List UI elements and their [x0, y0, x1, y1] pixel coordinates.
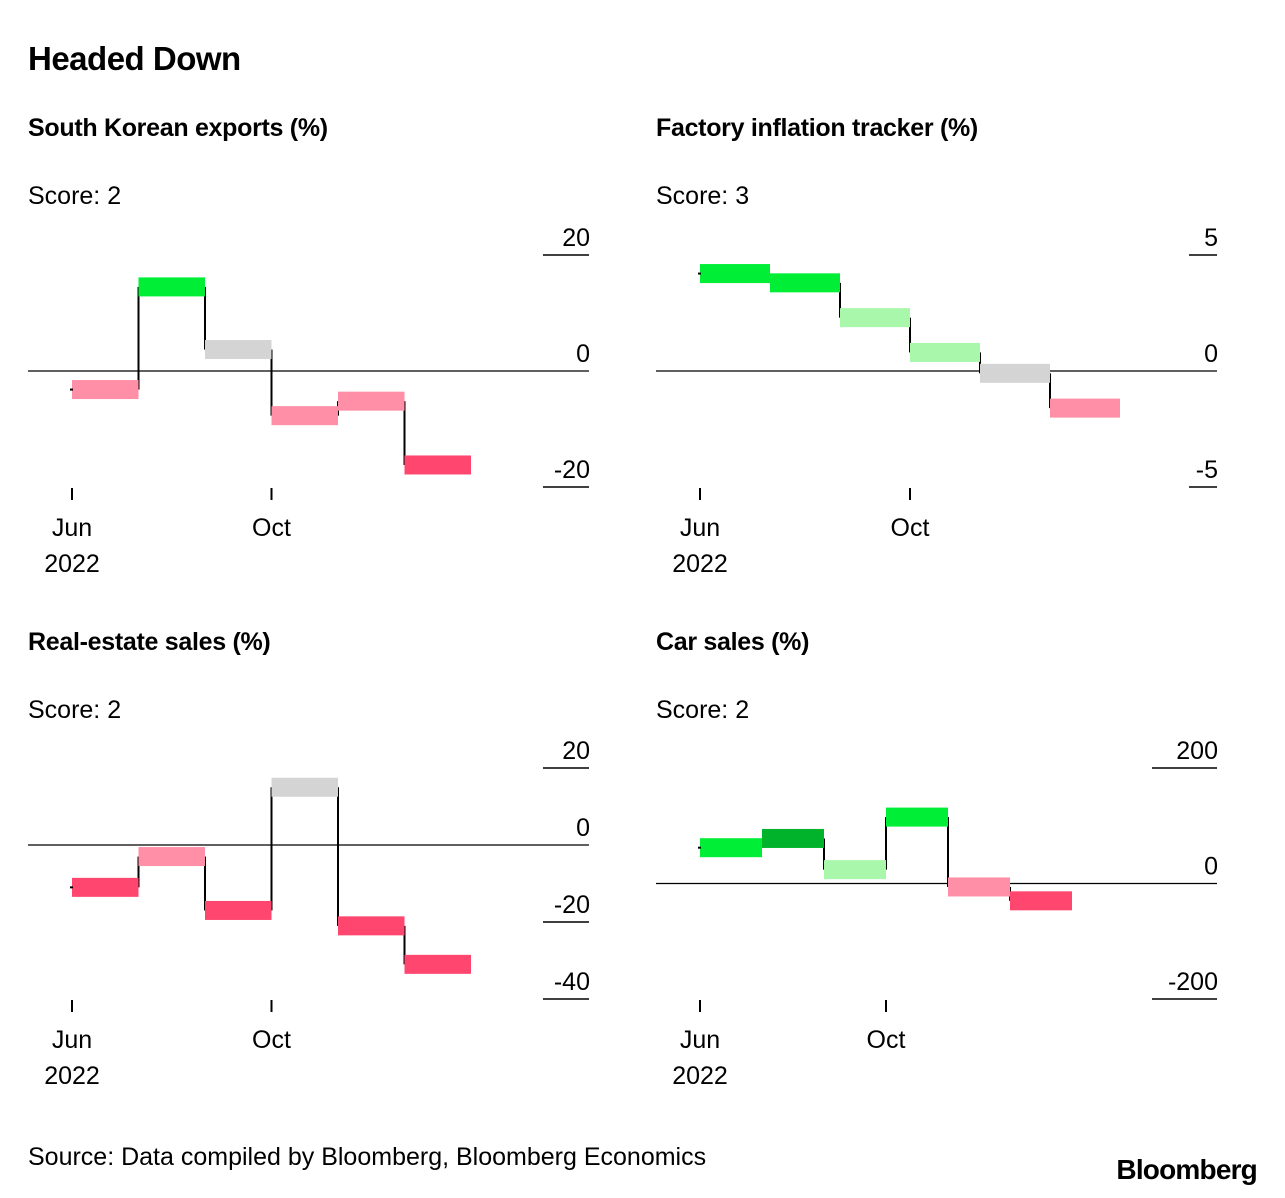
- y-tick-label: 20: [562, 224, 590, 252]
- step-bar: [1010, 891, 1072, 911]
- y-tick-label: 0: [576, 340, 590, 368]
- x-tick-year-label: 2022: [44, 1062, 100, 1090]
- step-bar: [700, 838, 762, 858]
- x-tick-year-label: 2022: [672, 1062, 728, 1090]
- y-tick-label: 5: [1204, 224, 1218, 252]
- x-tick-label: Oct: [891, 514, 930, 542]
- step-bar: [338, 916, 405, 936]
- step-bar: [700, 264, 770, 284]
- x-tick-label: Jun: [680, 1026, 720, 1054]
- step-bar: [886, 807, 948, 827]
- chart-real-estate: 20 0 -20 -40 Jun 2022 Oct: [28, 737, 590, 1090]
- x-tick-year-label: 2022: [672, 550, 728, 578]
- step-bar: [762, 828, 824, 848]
- chart-factory-inflation: 5 0 -5 Jun 2022 Oct: [656, 224, 1218, 578]
- panel-title-exports: South Korean exports (%): [28, 114, 328, 142]
- x-tick-label: Jun: [52, 1026, 92, 1054]
- step-bar: [980, 363, 1050, 383]
- step-bar: [824, 860, 886, 880]
- panel-title-car-sales: Car sales (%): [656, 628, 810, 656]
- source-note: Source: Data compiled by Bloomberg, Bloo…: [28, 1143, 707, 1171]
- panel-title-real-estate: Real-estate sales (%): [28, 628, 271, 656]
- step-bar: [138, 277, 205, 297]
- step-bar: [271, 777, 338, 797]
- step-bar: [271, 406, 338, 426]
- chart-title: Headed Down: [28, 40, 241, 77]
- x-tick-label: Jun: [52, 514, 92, 542]
- y-tick-label: -200: [1168, 968, 1218, 996]
- step-bar: [138, 847, 205, 867]
- step-bar: [338, 391, 405, 411]
- y-tick-label: -20: [554, 891, 590, 919]
- panel-score-factory-inflation: Score: 3: [656, 182, 750, 210]
- step-bar: [840, 308, 910, 328]
- step-bar: [404, 455, 471, 475]
- step-bar: [770, 273, 840, 293]
- x-tick-year-label: 2022: [44, 550, 100, 578]
- chart-car-sales: 200 0 -200 Jun 2022 Oct: [656, 737, 1218, 1090]
- y-tick-label: -20: [554, 456, 590, 484]
- y-tick-label: 200: [1176, 737, 1218, 765]
- y-tick-label: 0: [1204, 340, 1218, 368]
- bloomberg-logo: Bloomberg: [1116, 1154, 1257, 1185]
- step-bar: [910, 342, 980, 362]
- step-bar: [72, 380, 139, 400]
- x-tick-label: Oct: [867, 1026, 906, 1054]
- step-bar: [72, 877, 139, 897]
- step-bar: [948, 877, 1010, 897]
- y-tick-label: -5: [1196, 456, 1218, 484]
- x-tick-label: Oct: [252, 1026, 291, 1054]
- y-tick-label: 0: [576, 814, 590, 842]
- panel-score-exports: Score: 2: [28, 182, 122, 210]
- step-bar: [205, 340, 272, 360]
- step-bar: [1050, 398, 1120, 418]
- y-tick-label: 20: [562, 737, 590, 765]
- chart-exports: 20 0 -20 Jun 2022 Oct: [28, 224, 590, 578]
- step-bar: [404, 954, 471, 974]
- panel-score-real-estate: Score: 2: [28, 696, 122, 724]
- y-tick-label: -40: [554, 968, 590, 996]
- panel-title-factory-inflation: Factory inflation tracker (%): [656, 114, 978, 142]
- panel-score-car-sales: Score: 2: [656, 696, 750, 724]
- step-bar: [205, 900, 272, 920]
- x-tick-label: Oct: [252, 514, 291, 542]
- x-tick-label: Jun: [680, 514, 720, 542]
- y-tick-label: 0: [1204, 853, 1218, 881]
